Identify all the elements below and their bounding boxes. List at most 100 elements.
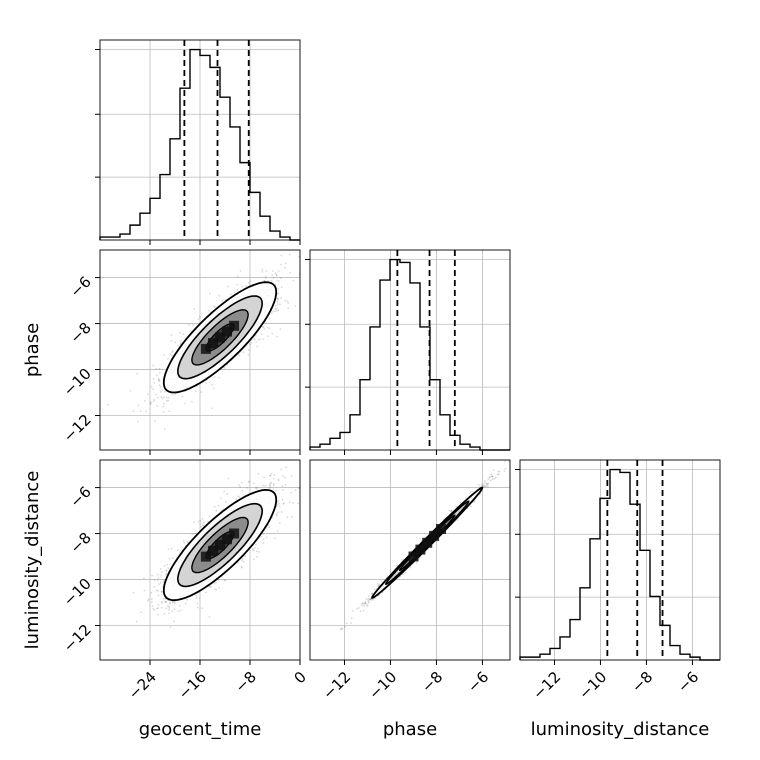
sample-point [448, 509, 451, 512]
sample-point [274, 272, 277, 274]
sample-point [156, 607, 158, 610]
x-tick-label: −6 [464, 668, 492, 696]
sample-point [157, 603, 160, 606]
y-tick-label: −8 [66, 319, 94, 347]
sample-point [213, 505, 216, 508]
sample-point [252, 547, 255, 550]
sample-point [214, 588, 216, 591]
sample-point [280, 468, 282, 471]
sample-point [212, 305, 215, 308]
sample-point [489, 476, 491, 479]
sample-point [493, 477, 496, 480]
sample-point [208, 615, 211, 618]
sample-point [282, 503, 285, 505]
x-tick-label: −8 [628, 668, 656, 696]
x-tick-label: 0 [290, 668, 309, 687]
sample-point [356, 607, 358, 610]
sample-point [270, 481, 273, 484]
sample-point [277, 297, 279, 300]
sample-point [363, 603, 366, 605]
sample-point [208, 309, 210, 312]
sample-point [277, 287, 279, 290]
sample-point [200, 526, 202, 528]
sample-point [302, 448, 304, 450]
sample-point [450, 509, 453, 512]
sample-point [262, 533, 265, 536]
sample-point [165, 569, 168, 572]
y-tick-label: −10 [60, 575, 95, 610]
sample-point [197, 318, 200, 320]
sample-point [191, 533, 194, 536]
sample-point [152, 377, 155, 380]
sample-point [158, 583, 160, 586]
sample-point [257, 472, 260, 475]
sample-point [268, 327, 271, 330]
sample-point [478, 484, 480, 486]
sample-point [194, 390, 197, 393]
sample-point [268, 484, 271, 486]
sample-point [284, 299, 287, 302]
sample-point [227, 477, 230, 480]
sample-point [282, 475, 284, 477]
sample-point [168, 605, 170, 608]
sample-point [276, 530, 279, 532]
sample-point [223, 579, 226, 582]
sample-point [159, 582, 162, 584]
sample-point [167, 399, 170, 402]
y-axis-label-luminosity-distance: luminosity_distance [22, 471, 43, 650]
density-core-block [229, 320, 240, 331]
sample-point [492, 469, 495, 472]
sample-point [217, 376, 220, 379]
sample-point [247, 349, 250, 351]
sample-point [275, 514, 278, 517]
density-core-block [215, 540, 225, 551]
sample-point [241, 558, 244, 560]
sample-point [306, 253, 308, 255]
sample-point [281, 485, 284, 488]
sample-point [156, 396, 159, 399]
sample-point [270, 279, 273, 282]
sample-point [153, 609, 156, 612]
sample-point [257, 547, 260, 550]
y-tick-label: −6 [66, 483, 94, 511]
sample-point [367, 600, 370, 603]
sample-point [140, 611, 143, 614]
x-axis-label-geocent-time: geocent_time [139, 719, 262, 740]
sample-point [264, 277, 267, 280]
sample-point [163, 428, 166, 431]
sample-point [132, 410, 135, 412]
density-core-block [429, 530, 440, 541]
sample-point [196, 606, 199, 609]
sample-point [233, 291, 236, 294]
sample-point [272, 483, 275, 485]
sample-point [229, 293, 232, 296]
sample-point [255, 334, 257, 337]
sample-point [153, 586, 156, 588]
sample-point [155, 374, 158, 377]
sample-point [290, 475, 293, 478]
sample-point [250, 341, 253, 344]
sample-point [157, 379, 160, 382]
sample-point [158, 378, 161, 381]
sample-point [156, 589, 159, 592]
sample-point [273, 474, 276, 476]
density-core-block [229, 528, 240, 539]
sample-point [265, 536, 268, 539]
sample-point [276, 300, 279, 303]
sample-point [271, 516, 274, 519]
sample-point [164, 600, 167, 603]
sample-point [261, 268, 264, 271]
sample-point [277, 309, 280, 311]
sample-point [163, 402, 165, 405]
sample-point [151, 605, 154, 607]
sample-point [238, 496, 241, 499]
sample-point [297, 502, 299, 505]
sample-point [211, 407, 214, 410]
sample-point [450, 510, 453, 513]
sample-point [253, 338, 256, 341]
sample-point [473, 500, 476, 503]
sample-point [265, 270, 268, 272]
sample-point [154, 393, 157, 396]
sample-point [269, 482, 272, 485]
panel-frame [519, 459, 721, 661]
